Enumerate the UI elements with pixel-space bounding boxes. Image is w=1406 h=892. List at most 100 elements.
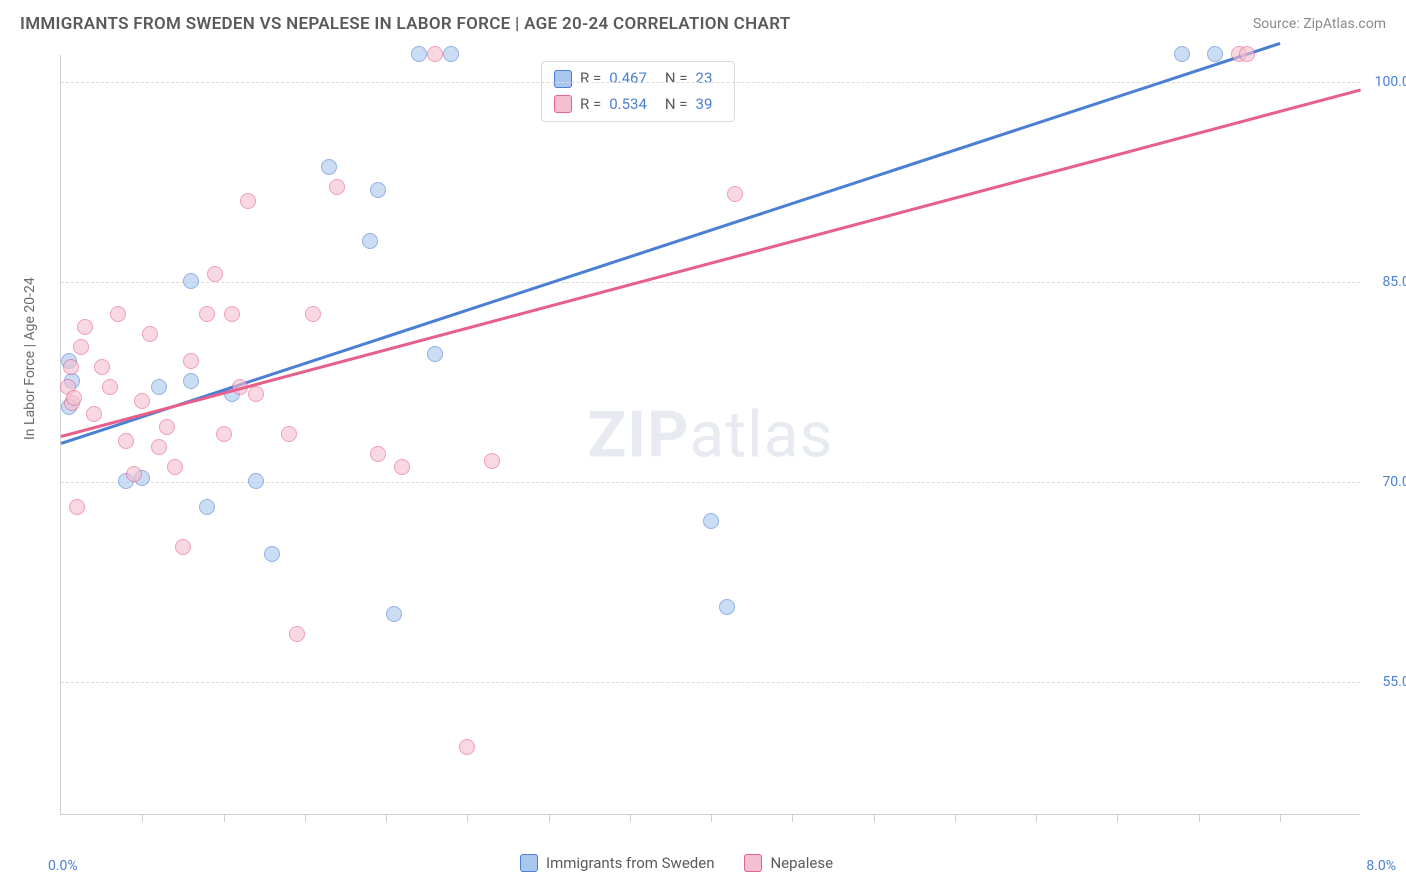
data-point xyxy=(183,273,199,289)
chart-header: IMMIGRANTS FROM SWEDEN VS NEPALESE IN LA… xyxy=(0,0,1406,44)
x-tick xyxy=(1117,814,1118,822)
data-point xyxy=(175,539,191,555)
data-point xyxy=(142,326,158,342)
data-point xyxy=(264,546,280,562)
data-point xyxy=(207,266,223,282)
data-point xyxy=(281,426,297,442)
data-point xyxy=(134,393,150,409)
chart-source: Source: ZipAtlas.com xyxy=(1253,16,1386,32)
x-tick xyxy=(955,814,956,822)
data-point xyxy=(102,379,118,395)
data-point xyxy=(703,513,719,529)
scatter-chart: ZIPatlas R = 0.467 N = 23 R = 0.534 N = … xyxy=(60,55,1360,815)
data-point xyxy=(151,439,167,455)
n-label: N = xyxy=(665,92,688,118)
data-point xyxy=(73,339,89,355)
data-point xyxy=(199,499,215,515)
data-point xyxy=(66,390,82,406)
stats-row-nepalese: R = 0.534 N = 39 xyxy=(554,92,722,118)
y-tick-label: 55.0% xyxy=(1365,674,1406,690)
data-point xyxy=(719,599,735,615)
legend-item-nepalese: Nepalese xyxy=(744,854,833,872)
x-tick xyxy=(224,814,225,822)
data-point xyxy=(1207,46,1223,62)
legend-swatch-sweden xyxy=(520,854,538,872)
n-label: N = xyxy=(665,66,688,92)
data-point xyxy=(159,419,175,435)
x-tick xyxy=(386,814,387,822)
data-point xyxy=(86,406,102,422)
data-point xyxy=(248,473,264,489)
data-point xyxy=(167,459,183,475)
data-point xyxy=(443,46,459,62)
gridline xyxy=(61,282,1360,283)
data-point xyxy=(118,433,134,449)
r-value-nepalese: 0.534 xyxy=(609,92,647,118)
data-point xyxy=(370,182,386,198)
legend-swatch-nepalese xyxy=(744,854,762,872)
legend-label-sweden: Immigrants from Sweden xyxy=(546,854,714,872)
data-point xyxy=(77,319,93,335)
data-point xyxy=(248,386,264,402)
x-axis-max-label: 8.0% xyxy=(1366,858,1396,874)
n-value-sweden: 23 xyxy=(696,66,713,92)
swatch-sweden xyxy=(554,70,572,88)
data-point xyxy=(427,46,443,62)
data-point xyxy=(484,453,500,469)
chart-title: IMMIGRANTS FROM SWEDEN VS NEPALESE IN LA… xyxy=(20,14,791,34)
trend-line xyxy=(61,88,1362,437)
data-point xyxy=(183,353,199,369)
data-point xyxy=(459,739,475,755)
data-point xyxy=(1174,46,1190,62)
data-point xyxy=(63,359,79,375)
data-point xyxy=(126,466,142,482)
data-point xyxy=(224,306,240,322)
y-tick-label: 70.0% xyxy=(1365,474,1406,490)
data-point xyxy=(362,233,378,249)
x-tick xyxy=(1036,814,1037,822)
x-tick xyxy=(630,814,631,822)
x-tick xyxy=(711,814,712,822)
data-point xyxy=(216,426,232,442)
data-point xyxy=(151,379,167,395)
x-tick xyxy=(874,814,875,822)
n-value-nepalese: 39 xyxy=(696,92,713,118)
swatch-nepalese xyxy=(554,95,572,113)
data-point xyxy=(370,446,386,462)
data-point xyxy=(321,159,337,175)
data-point xyxy=(427,346,443,362)
data-point xyxy=(305,306,321,322)
watermark: ZIPatlas xyxy=(588,397,834,472)
series-legend: Immigrants from Sweden Nepalese xyxy=(520,854,833,872)
data-point xyxy=(183,373,199,389)
data-point xyxy=(1239,46,1255,62)
data-point xyxy=(289,626,305,642)
data-point xyxy=(94,359,110,375)
data-point xyxy=(69,499,85,515)
data-point xyxy=(727,186,743,202)
stats-legend: R = 0.467 N = 23 R = 0.534 N = 39 xyxy=(541,61,735,122)
data-point xyxy=(110,306,126,322)
watermark-zip: ZIP xyxy=(588,397,690,472)
gridline xyxy=(61,682,1360,683)
x-tick xyxy=(1280,814,1281,822)
y-axis-label: In Labor Force | Age 20-24 xyxy=(22,277,38,440)
data-point xyxy=(394,459,410,475)
x-axis-min-label: 0.0% xyxy=(48,858,78,874)
y-tick-label: 100.0% xyxy=(1365,74,1406,90)
x-tick xyxy=(549,814,550,822)
x-tick xyxy=(467,814,468,822)
data-point xyxy=(199,306,215,322)
r-value-sweden: 0.467 xyxy=(609,66,647,92)
y-tick-label: 85.0% xyxy=(1365,274,1406,290)
x-tick xyxy=(1199,814,1200,822)
r-label: R = xyxy=(580,92,601,118)
watermark-atlas: atlas xyxy=(689,397,833,472)
legend-label-nepalese: Nepalese xyxy=(770,854,833,872)
stats-row-sweden: R = 0.467 N = 23 xyxy=(554,66,722,92)
r-label: R = xyxy=(580,66,601,92)
data-point xyxy=(386,606,402,622)
data-point xyxy=(411,46,427,62)
data-point xyxy=(240,193,256,209)
x-tick xyxy=(305,814,306,822)
